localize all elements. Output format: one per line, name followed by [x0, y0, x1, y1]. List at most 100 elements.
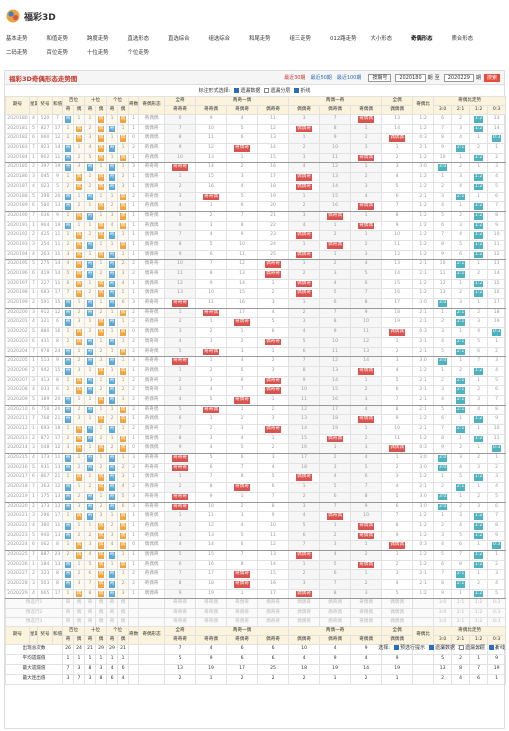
omission-cell: 3 — [381, 162, 414, 174]
preselect-cell[interactable]: 3:0 — [433, 616, 453, 628]
checkbox[interactable] — [488, 645, 494, 650]
preselect-cell[interactable]: 偶奇奇 — [257, 598, 290, 609]
nav-link[interactable]: 百位走势 — [46, 50, 69, 56]
preselect-cell[interactable]: 偶奇偶 — [319, 616, 352, 628]
nav-link[interactable]: 十位走势 — [87, 50, 109, 56]
preselect-cell[interactable]: 奇 — [84, 598, 97, 609]
preselect-cell[interactable]: 奇 — [84, 616, 97, 628]
preselect-cell[interactable]: 偶奇偶 — [319, 607, 352, 618]
ratio-hit: 1:2 — [469, 172, 489, 183]
preselect-cell[interactable]: 奇奇奇 — [164, 607, 197, 618]
period-link[interactable]: 最近50期 — [310, 75, 332, 81]
preselect-cell[interactable]: 3:0 — [433, 607, 453, 618]
preselect-cell[interactable]: 奇 — [84, 607, 97, 618]
ratio-hit: 0:3 — [487, 540, 507, 551]
preselect-cell[interactable]: 偶 — [117, 607, 130, 618]
preselect-cell[interactable]: 偶 — [117, 598, 130, 609]
from-input[interactable]: 2020180 — [395, 73, 426, 82]
preselect-cell[interactable]: 奇偶奇 — [226, 616, 259, 628]
nav-link[interactable]: 直选综合 — [168, 36, 190, 42]
preselect-cell[interactable]: 奇偶奇 — [226, 607, 259, 618]
preselect-cell[interactable]: 奇奇奇 — [164, 616, 197, 628]
preselect-cell[interactable]: 奇奇偶 — [195, 607, 228, 618]
option[interactable]: 折线 — [488, 644, 505, 651]
preselect-cell[interactable]: 奇奇奇 — [164, 598, 197, 609]
preselect-cell[interactable]: 偶偶偶 — [381, 598, 414, 609]
hit-label: 偶 — [97, 329, 105, 336]
preselect-cell[interactable]: 偶奇奇 — [257, 607, 290, 618]
option[interactable]: 折线 — [294, 87, 310, 94]
preselect-cell[interactable]: 奇偶偶 — [350, 598, 383, 609]
nav-link[interactable]: 直选形态 — [127, 36, 150, 42]
preselect-cell[interactable]: 奇 — [62, 598, 74, 609]
checkbox[interactable] — [428, 645, 434, 650]
period-link[interactable]: 最近100期 — [336, 75, 362, 81]
preselect-cell[interactable]: 奇 — [62, 616, 74, 628]
preselect-cell[interactable]: 偶 — [72, 598, 86, 609]
preselect-cell[interactable]: 偶 — [72, 616, 86, 628]
preselect-cell[interactable]: 1:2 — [469, 607, 489, 618]
nav-link[interactable]: 二码走势 — [6, 50, 28, 56]
preselect-cell[interactable]: 偶偶偶 — [381, 616, 414, 628]
preselect-cell[interactable]: 偶 — [95, 598, 108, 609]
nav-link[interactable]: 奇偶形态 — [411, 36, 433, 42]
checkbox[interactable] — [294, 88, 300, 93]
preselect-cell[interactable]: 2:1 — [451, 598, 471, 609]
preselect-cell[interactable]: 奇 — [106, 616, 119, 628]
preselect-cell[interactable]: 1:2 — [469, 598, 489, 609]
checkbox[interactable] — [393, 645, 399, 650]
checkbox[interactable] — [234, 88, 240, 93]
nav-link[interactable]: 基本走势 — [6, 36, 28, 42]
option[interactable]: 遗漏数据 — [428, 644, 455, 651]
preselect-cell[interactable]: 奇偶偶 — [350, 607, 383, 618]
preselect-cell[interactable]: 奇 — [106, 598, 119, 609]
preselect-cell[interactable]: 奇 — [62, 607, 74, 618]
preselect-cell[interactable]: 偶偶奇 — [288, 598, 321, 609]
checkbox[interactable] — [458, 645, 464, 650]
checkbox[interactable] — [264, 88, 270, 93]
nav-link[interactable]: 质合形态 — [451, 36, 474, 42]
preselect-cell[interactable]: 偶 — [117, 616, 130, 628]
nav-link[interactable]: 个位走势 — [127, 50, 150, 56]
nav-link[interactable]: 012路走势 — [330, 36, 357, 42]
preselect-cell[interactable]: 奇偶偶 — [350, 616, 383, 628]
preselect-cell[interactable]: 偶奇奇 — [257, 616, 290, 628]
preselect-cell[interactable]: 1:2 — [469, 616, 489, 628]
preselect-cell[interactable]: 奇 — [106, 607, 119, 618]
nav-link[interactable]: 组选综合 — [208, 36, 231, 42]
option[interactable]: 预选行提示 — [393, 644, 425, 651]
preselect-cell[interactable]: 偶奇偶 — [319, 598, 352, 609]
period-link[interactable]: 最近30期 — [284, 75, 306, 81]
nav-link[interactable]: 组三走势 — [289, 36, 312, 42]
preselect-cell[interactable]: 2:1 — [451, 607, 471, 618]
option[interactable]: 遗漏分层 — [264, 87, 290, 94]
option[interactable]: 遗漏数据 — [234, 87, 260, 94]
preselect-cell[interactable]: 2:1 — [451, 616, 471, 628]
nav-link[interactable]: 跨度走势 — [87, 36, 109, 42]
preselect-cell[interactable]: 偶偶偶 — [381, 607, 414, 618]
preselect-cell[interactable]: 偶偶奇 — [288, 616, 321, 628]
preselect-cell[interactable]: 奇奇偶 — [195, 598, 228, 609]
preselect-cell[interactable]: 偶 — [72, 607, 86, 618]
nav-link[interactable]: 和值走势 — [46, 36, 69, 42]
nav-link[interactable]: 和尾走势 — [249, 36, 271, 42]
preselect-cell[interactable]: 奇奇偶 — [195, 616, 228, 628]
preselect-cell[interactable]: 0:3 — [487, 607, 507, 618]
preselect-cell[interactable]: 0:3 — [487, 616, 507, 628]
to-input[interactable]: 2020229 — [443, 73, 474, 82]
preselect-cell[interactable]: 偶 — [95, 616, 108, 628]
ratio: 3:0 — [412, 501, 435, 513]
odd-count: 0 — [128, 540, 140, 551]
preselect-cell[interactable]: 偶 — [95, 607, 108, 618]
omission-cell: 18 — [381, 307, 414, 319]
nav-link[interactable]: 大小形态 — [370, 36, 393, 42]
preselect-cell[interactable]: 奇偶奇 — [226, 598, 259, 609]
search-button[interactable]: 搜索 — [483, 73, 500, 82]
preselect-cell[interactable]: 0:3 — [487, 598, 507, 609]
sort-select[interactable]: 按期号 — [368, 73, 392, 82]
parity-form: 偶偶奇 — [138, 588, 166, 600]
preselect-cell[interactable]: 偶偶奇 — [288, 607, 321, 618]
parity-hit: 偶 — [117, 511, 130, 522]
preselect-cell[interactable]: 3:0 — [433, 598, 453, 609]
option[interactable]: 遗漏分层 — [458, 644, 485, 651]
